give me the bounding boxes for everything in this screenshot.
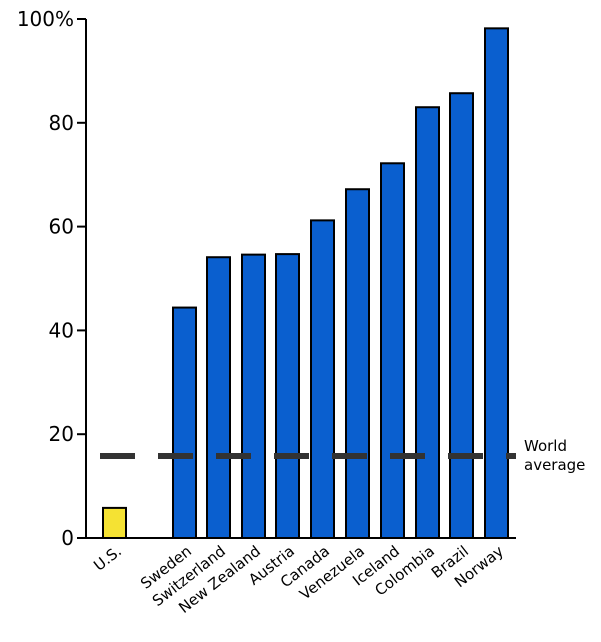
bar-austria — [275, 253, 300, 539]
bar-canada — [310, 219, 335, 539]
world-average-label: World average — [524, 437, 585, 474]
y-tick-label: 100% — [17, 7, 74, 31]
bar-norway — [484, 27, 509, 539]
bar-u-s — [102, 506, 127, 540]
y-tick-label: 80 — [49, 111, 74, 135]
bar-switzerland — [206, 256, 231, 539]
bar-colombia — [415, 106, 440, 539]
world-average-line: World average — [100, 437, 585, 474]
y-tick-label: 60 — [49, 215, 74, 239]
bar-brazil — [449, 92, 474, 539]
y-tick-label: 0 — [61, 526, 74, 550]
bar-new-zealand — [241, 253, 266, 539]
bars — [102, 27, 509, 540]
bar-sweden — [172, 306, 197, 539]
y-tick-label: 20 — [49, 422, 74, 446]
axes — [85, 19, 516, 539]
x-category-label: U.S. — [90, 542, 125, 575]
bar-iceland — [380, 162, 405, 539]
y-tick-label: 40 — [49, 318, 74, 342]
y-axis-ticks: 0 20 40 60 80 100% — [17, 7, 86, 550]
bar-venezuela — [345, 188, 370, 539]
